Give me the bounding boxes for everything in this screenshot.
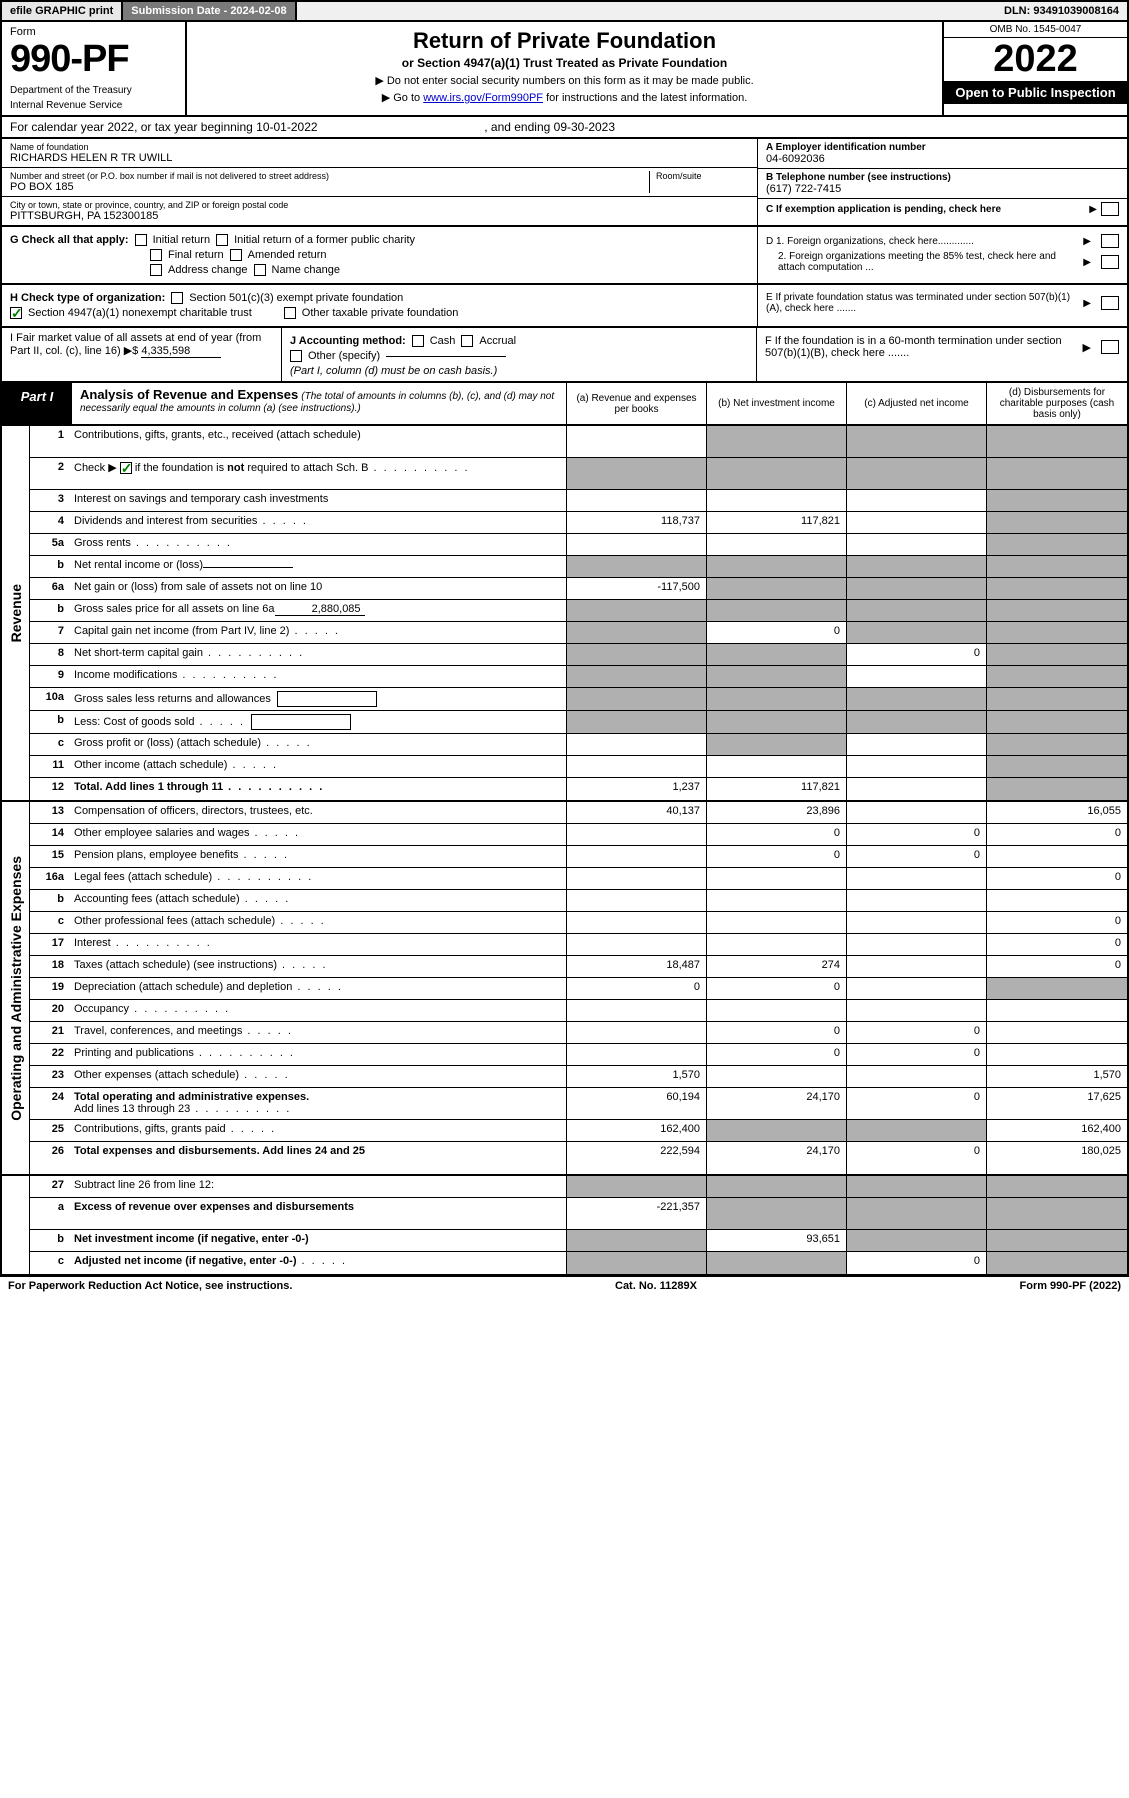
col-b-header: (b) Net investment income — [707, 383, 847, 424]
form-header: Form 990-PF Department of the Treasury I… — [0, 22, 1129, 117]
expenses-side-label: Operating and Administrative Expenses — [2, 802, 30, 1174]
expenses-table: Operating and Administrative Expenses 13… — [0, 802, 1129, 1176]
form-title: Return of Private Foundation — [199, 28, 930, 54]
60month-checkbox[interactable] — [1101, 340, 1119, 354]
city-row: City or town, state or province, country… — [2, 197, 757, 225]
address-row: Number and street (or P.O. box number if… — [2, 168, 757, 197]
page-footer: For Paperwork Reduction Act Notice, see … — [0, 1276, 1129, 1295]
cash-checkbox[interactable] — [412, 335, 424, 347]
top-bar: efile GRAPHIC print Submission Date - 20… — [0, 0, 1129, 22]
col-c-header: (c) Adjusted net income — [847, 383, 987, 424]
submission-date: Submission Date - 2024-02-08 — [123, 2, 296, 20]
check-section-2: H Check type of organization: Section 50… — [0, 285, 1129, 328]
foundation-name-row: Name of foundation RICHARDS HELEN R TR U… — [2, 139, 757, 168]
ssn-note: ▶ Do not enter social security numbers o… — [199, 74, 930, 87]
dept-label: Department of the Treasury — [10, 85, 177, 96]
part1-header: Part I Analysis of Revenue and Expenses … — [0, 383, 1129, 426]
header-center: Return of Private Foundation or Section … — [187, 22, 942, 115]
501c3-checkbox[interactable] — [171, 292, 183, 304]
efile-print-button[interactable]: efile GRAPHIC print — [2, 2, 123, 20]
foreign-85-checkbox[interactable] — [1101, 255, 1119, 269]
schb-checkbox[interactable] — [120, 462, 132, 474]
exemption-row: C If exemption application is pending, c… — [758, 199, 1127, 219]
tax-year: 2022 — [944, 38, 1127, 81]
final-return-checkbox[interactable] — [150, 249, 162, 261]
phone-row: B Telephone number (see instructions) (6… — [758, 169, 1127, 199]
form-label: Form — [10, 26, 177, 38]
calendar-year-row: For calendar year 2022, or tax year begi… — [0, 117, 1129, 139]
cat-number: Cat. No. 11289X — [615, 1280, 697, 1292]
part-badge: Part I — [2, 383, 72, 424]
amended-return-checkbox[interactable] — [230, 249, 242, 261]
foreign-org-checkbox[interactable] — [1101, 234, 1119, 248]
fmv-value: 4,335,598 — [141, 345, 221, 358]
paperwork-notice: For Paperwork Reduction Act Notice, see … — [8, 1280, 292, 1292]
col-d-header: (d) Disbursements for charitable purpose… — [987, 383, 1127, 424]
accrual-checkbox[interactable] — [461, 335, 473, 347]
goto-note: ▶ Go to www.irs.gov/Form990PF for instru… — [199, 91, 930, 104]
terminated-checkbox[interactable] — [1101, 296, 1119, 310]
open-inspection: Open to Public Inspection — [944, 81, 1127, 104]
header-right: OMB No. 1545-0047 2022 Open to Public In… — [942, 22, 1127, 115]
initial-return-checkbox[interactable] — [135, 234, 147, 246]
omb-number: OMB No. 1545-0047 — [944, 22, 1127, 38]
col-a-header: (a) Revenue and expenses per books — [567, 383, 707, 424]
line27-table: 27Subtract line 26 from line 12: aExcess… — [0, 1176, 1129, 1276]
name-change-checkbox[interactable] — [254, 264, 266, 276]
other-method-checkbox[interactable] — [290, 350, 302, 362]
revenue-table: Revenue 1Contributions, gifts, grants, e… — [0, 426, 1129, 802]
revenue-side-label: Revenue — [2, 426, 30, 800]
header-left: Form 990-PF Department of the Treasury I… — [2, 22, 187, 115]
entity-info: Name of foundation RICHARDS HELEN R TR U… — [0, 139, 1129, 227]
exemption-checkbox[interactable] — [1101, 202, 1119, 216]
irs-label: Internal Revenue Service — [10, 100, 177, 111]
address-change-checkbox[interactable] — [150, 264, 162, 276]
initial-former-checkbox[interactable] — [216, 234, 228, 246]
form-subtitle: or Section 4947(a)(1) Trust Treated as P… — [199, 56, 930, 70]
other-taxable-checkbox[interactable] — [284, 307, 296, 319]
fmv-row: I Fair market value of all assets at end… — [0, 328, 1129, 383]
ein-row: A Employer identification number 04-6092… — [758, 139, 1127, 169]
form-ref: Form 990-PF (2022) — [1020, 1280, 1121, 1292]
check-section-1: G Check all that apply: Initial return I… — [0, 227, 1129, 285]
dln-label: DLN: 93491039008164 — [996, 2, 1127, 20]
irs-link[interactable]: www.irs.gov/Form990PF — [423, 92, 543, 104]
form-number: 990-PF — [10, 38, 177, 81]
4947-checkbox[interactable] — [10, 307, 22, 319]
